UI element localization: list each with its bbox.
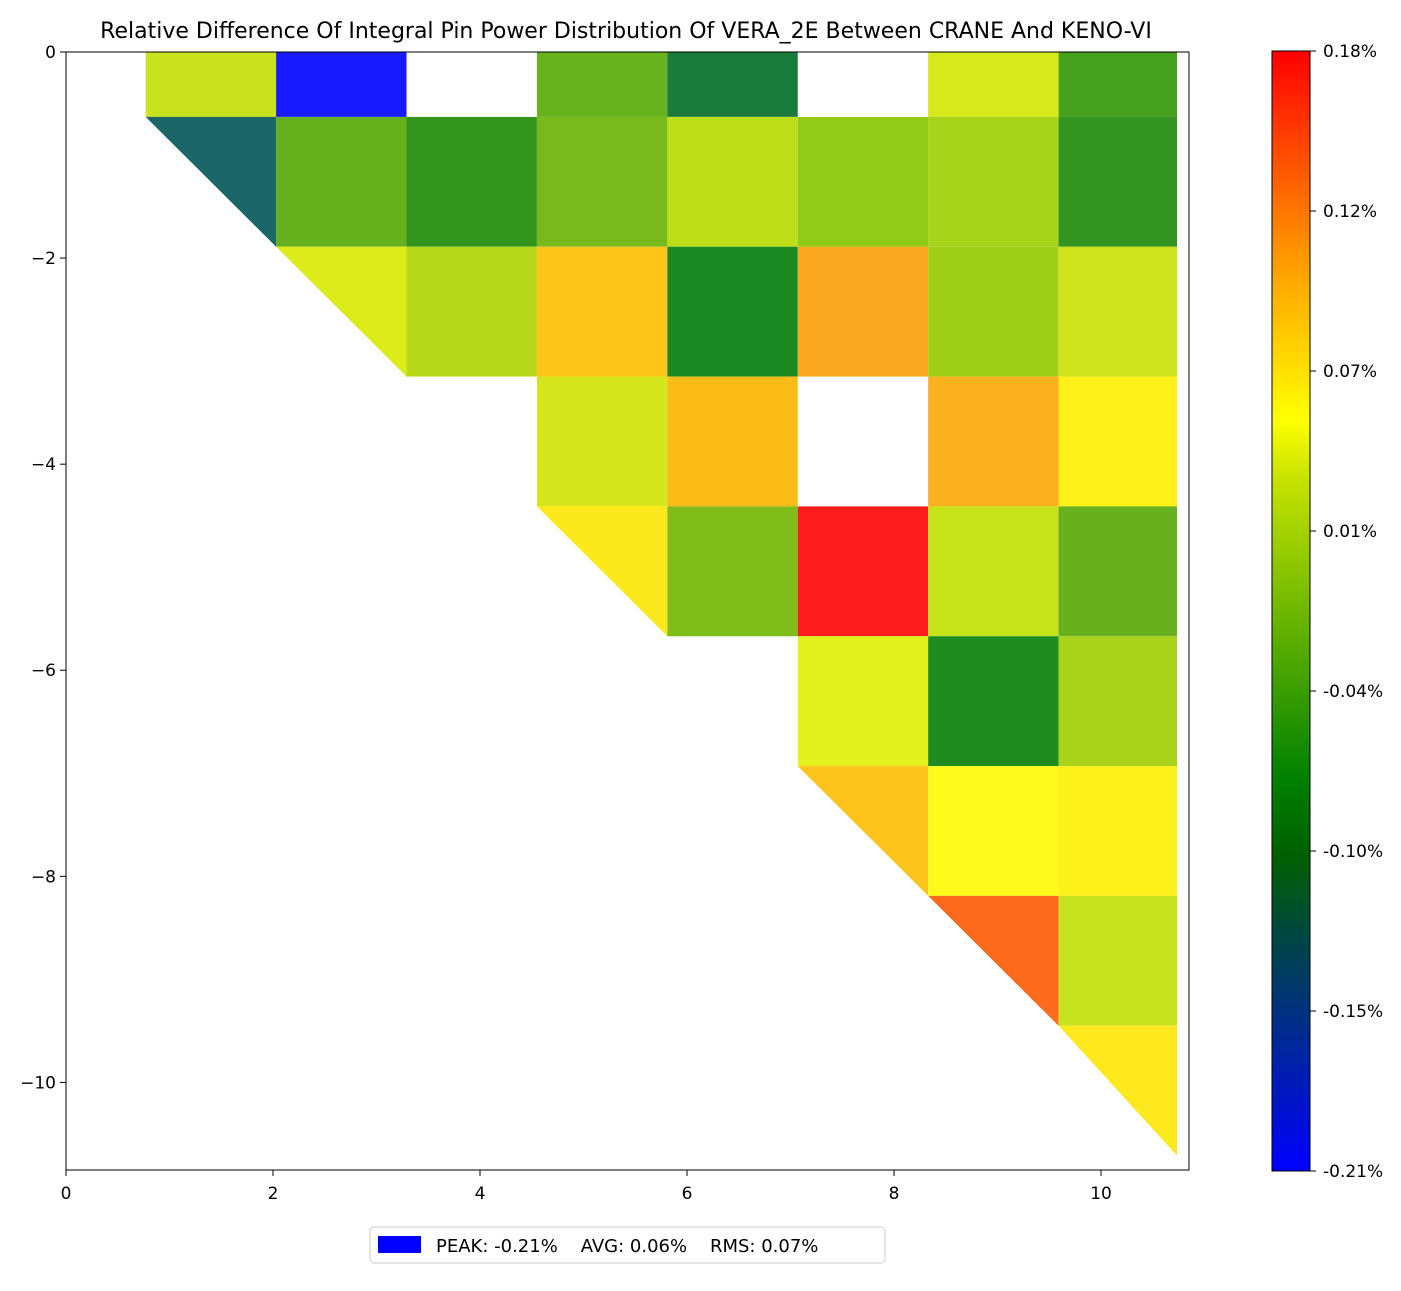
heatmap-cell — [797, 506, 929, 637]
heatmap-cell — [145, 52, 277, 117]
heatmap-cell — [276, 52, 407, 117]
heatmap-cell — [667, 376, 798, 507]
heatmap-cell — [406, 116, 537, 247]
heatmap-cell — [928, 506, 1059, 637]
y-tick-label: −6 — [31, 661, 56, 681]
x-tick-label: 8 — [889, 1184, 900, 1204]
heatmap-cell — [1058, 506, 1177, 637]
heatmap-cell — [1058, 376, 1177, 507]
heatmap-cell — [928, 895, 1059, 1026]
heatmap-cell — [797, 766, 929, 896]
colorbar-tick-label: -0.04% — [1323, 682, 1383, 702]
colorbar-tick-label: -0.15% — [1323, 1002, 1383, 1022]
legend-frame — [369, 1226, 886, 1264]
heatmap-cell — [667, 116, 798, 247]
y-tick-label: −4 — [31, 455, 56, 475]
x-tick-label: 10 — [1090, 1184, 1112, 1204]
y-tick-label: −8 — [31, 867, 56, 887]
y-tick-label: −2 — [31, 249, 56, 269]
x-axis: 0 2 4 6 8 10 — [61, 1170, 1112, 1204]
heatmap-cell — [1058, 895, 1177, 1026]
chart-title: Relative Difference Of Integral Pin Powe… — [100, 19, 1152, 44]
heatmap-cells — [145, 52, 1177, 1156]
plot-frame — [65, 51, 1190, 1171]
y-tick-label: −10 — [20, 1073, 56, 1093]
y-axis: 0 −2 −4 −6 −8 −10 — [20, 43, 66, 1093]
heatmap-cell — [536, 376, 668, 507]
heatmap-cell — [1058, 636, 1177, 767]
legend-swatch — [378, 1236, 421, 1253]
heatmap-cell — [667, 246, 798, 377]
heatmap-cell — [276, 116, 407, 247]
x-tick-label: 6 — [682, 1184, 693, 1204]
colorbar-tick-label: 0.07% — [1323, 362, 1377, 382]
heatmap-cell — [536, 246, 668, 377]
colorbar-ticks: 0.18% 0.12% 0.07% 0.01% -0.04% -0.10% -0.15% -0… — [1310, 42, 1383, 1182]
heatmap-cell — [928, 376, 1059, 507]
heatmap-cell — [928, 766, 1059, 896]
legend-text: PEAK: -0.21% AVG: 0.06% RMS: 0.07% — [436, 1236, 818, 1257]
heatmap-cell — [667, 52, 798, 117]
x-tick-label: 4 — [475, 1184, 486, 1204]
heatmap-cell — [536, 52, 668, 117]
heatmap-cell — [406, 246, 537, 377]
colorbar-tick-label: -0.10% — [1323, 842, 1383, 862]
colorbar-tick-label: 0.01% — [1323, 522, 1377, 542]
heatmap-cell — [797, 116, 929, 247]
heatmap-cell — [928, 52, 1059, 117]
x-tick-label: 0 — [61, 1184, 72, 1204]
y-tick-label: 0 — [45, 43, 56, 63]
heatmap-cell — [797, 246, 929, 377]
heatmap-cell — [1058, 116, 1177, 247]
heatmap-cell — [928, 116, 1059, 247]
x-tick-label: 2 — [268, 1184, 279, 1204]
heatmap-cell — [1058, 246, 1177, 377]
heatmap-cell — [667, 506, 798, 637]
colorbar-tick-label: 0.18% — [1323, 42, 1377, 62]
heatmap-cell — [797, 636, 929, 767]
heatmap-cell — [1058, 52, 1177, 117]
heatmap-cell — [928, 636, 1059, 767]
heatmap-cell — [536, 116, 668, 247]
heatmap-cell — [536, 506, 668, 637]
colorbar — [1271, 50, 1311, 1172]
heatmap-cell — [928, 246, 1059, 377]
heatmap-cell — [1058, 1025, 1177, 1156]
heatmap-cell — [276, 246, 407, 377]
heatmap-cell — [1058, 766, 1177, 896]
colorbar-tick-label: 0.12% — [1323, 202, 1377, 222]
colorbar-tick-label: -0.21% — [1323, 1162, 1383, 1182]
heatmap-cell — [145, 116, 277, 247]
stats-legend: PEAK: -0.21% AVG: 0.06% RMS: 0.07% — [369, 1226, 886, 1264]
